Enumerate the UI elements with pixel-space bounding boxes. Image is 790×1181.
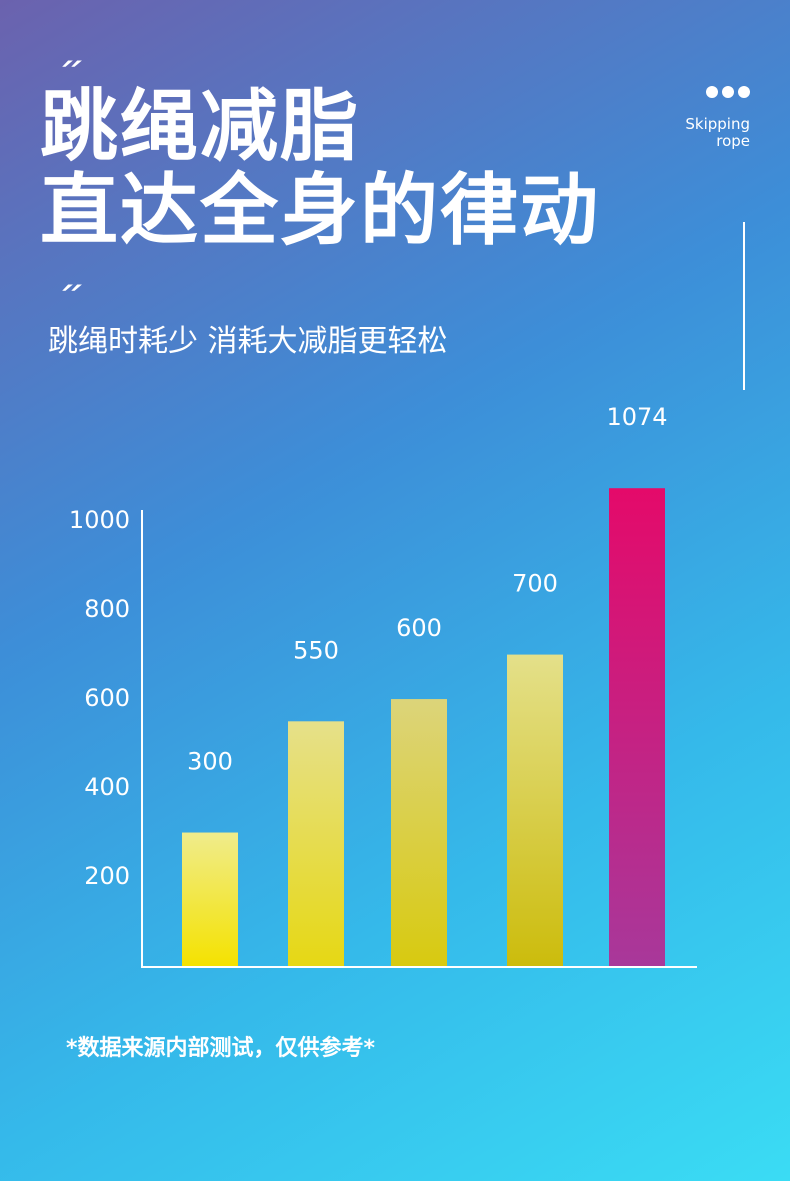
divider: [743, 222, 745, 390]
footnote: *数据来源内部测试，仅供参考*: [66, 1036, 376, 1061]
y-tick-label: 600: [84, 684, 130, 712]
title-line: 跳绳减脂: [40, 82, 361, 172]
badge-line: Skipping: [685, 115, 750, 133]
y-tick-label: 200: [84, 862, 130, 890]
value-label: 300: [187, 748, 233, 776]
y-tick-label: 400: [84, 773, 130, 801]
bar: [507, 654, 563, 966]
y-tick-label: 1000: [69, 506, 130, 534]
y-tick-label: 800: [84, 595, 130, 623]
title-line: 直达全身的律动: [40, 166, 601, 256]
bar: [182, 832, 238, 966]
value-label: 1074: [606, 403, 667, 431]
bar: [288, 721, 344, 966]
badge-line: rope: [716, 132, 750, 150]
value-label: 550: [293, 636, 339, 664]
bar: [609, 488, 665, 966]
badge: Skipping rope: [685, 116, 750, 150]
quote-mark: ״: [60, 272, 85, 312]
value-label: 700: [512, 570, 558, 598]
dots: [706, 86, 750, 98]
quote-mark: ״: [60, 48, 85, 88]
bar: [391, 699, 447, 966]
value-label: 600: [396, 614, 442, 642]
subtitle: 跳绳时耗少 消耗大减脂更轻松: [48, 324, 448, 359]
